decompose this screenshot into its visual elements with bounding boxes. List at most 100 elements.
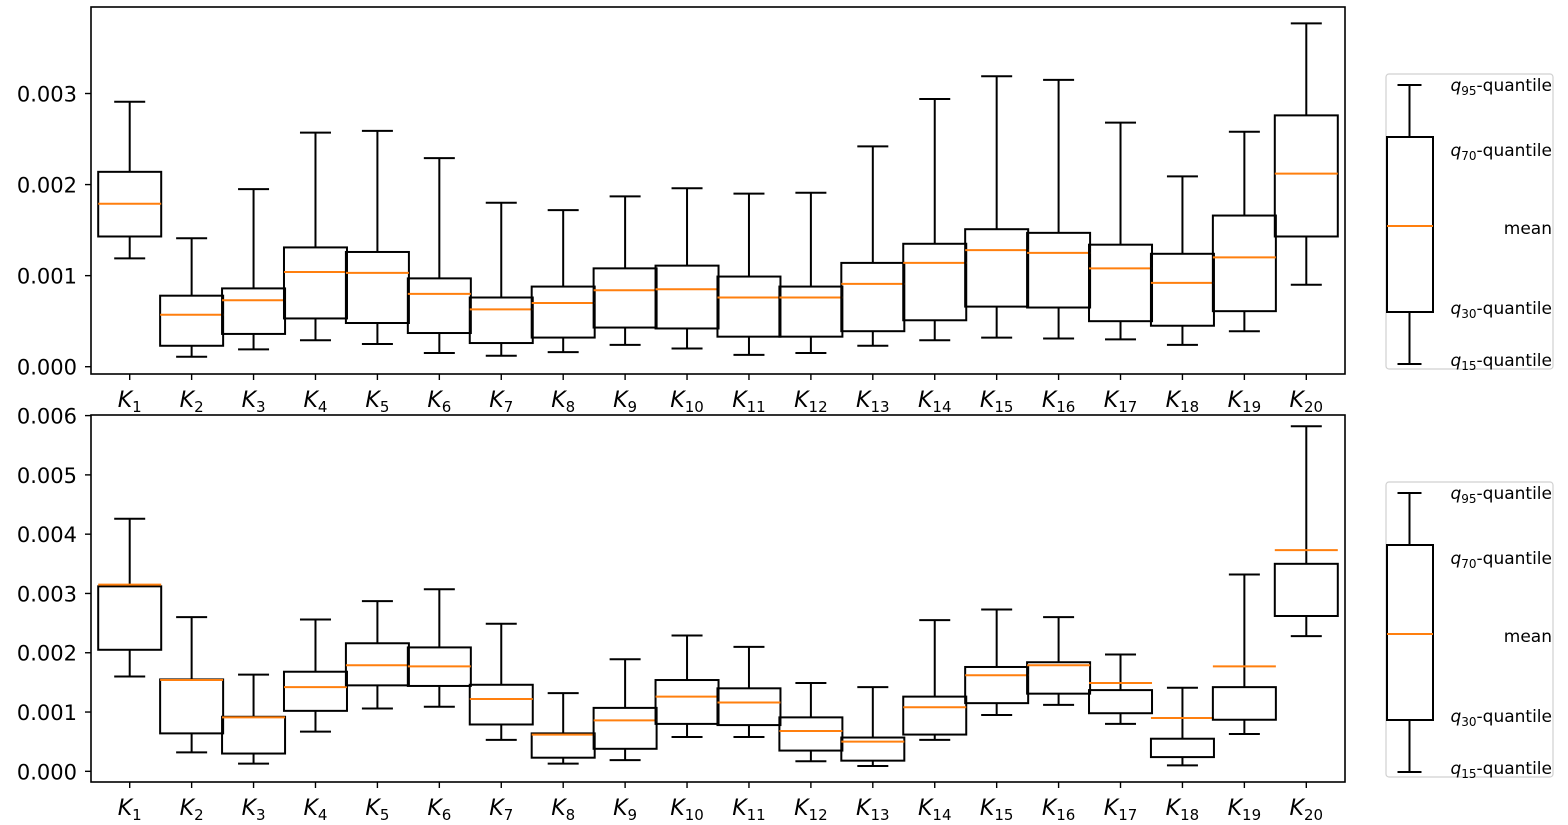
x-tick-label: K13	[856, 796, 890, 824]
box-K10	[654, 634, 720, 738]
box-K20	[1273, 22, 1339, 286]
box-K2	[159, 237, 225, 358]
x-tick-label: K6	[427, 388, 451, 416]
box-K7	[468, 201, 534, 357]
box-K14	[902, 97, 968, 342]
y-tick-label: 0.000	[17, 356, 77, 380]
x-tick-label: K2	[180, 388, 204, 416]
y-tick-label: 0.003	[17, 83, 77, 107]
x-tick-label: K12	[794, 796, 828, 824]
box-rect	[654, 679, 720, 725]
legend-label-q15: q15-quantile	[1450, 759, 1552, 781]
box-K1	[97, 100, 163, 260]
x-tick-label: K8	[551, 796, 575, 824]
legend-label-q95: q95-quantile	[1450, 484, 1552, 506]
box-rect	[654, 264, 720, 330]
x-tick-label: K7	[489, 388, 513, 416]
box-K12	[778, 191, 844, 355]
box-rect	[344, 250, 410, 325]
box-rect	[716, 275, 782, 338]
box-rect	[1149, 252, 1215, 327]
legend-label-mean: mean	[1504, 219, 1552, 239]
box-K6	[406, 157, 472, 355]
box-rect	[840, 261, 906, 333]
y-tick-label: 0.001	[17, 265, 77, 289]
legend-label-q30: q30-quantile	[1450, 707, 1552, 729]
legend-box	[1386, 136, 1434, 313]
box-rect	[221, 715, 287, 755]
y-tick-label: 0.006	[17, 405, 77, 429]
box-K15	[964, 608, 1030, 717]
x-tick-label: K17	[1104, 388, 1138, 416]
legend-top: q95-quantile q70-quantile q30-quantile q15-…	[1385, 73, 1554, 373]
box-K9	[592, 195, 658, 346]
legend-bottom: q95-quantile q70-quantile q30-quantile q15-…	[1385, 481, 1554, 781]
box-rect	[1211, 214, 1277, 313]
box-rect	[282, 670, 348, 712]
box-K17	[1088, 121, 1154, 341]
chart-bottom: 0.000 0.001 0.002 0.003 0.004 0.005 0.006 K1 K2 K…	[17, 405, 1346, 824]
box-rect	[592, 706, 658, 750]
x-tick-label: K20	[1290, 796, 1324, 824]
x-tick-label: K18	[1166, 388, 1200, 416]
y-tick-label: 0.000	[17, 760, 77, 784]
x-tick-label: K5	[365, 388, 389, 416]
box-K20	[1273, 425, 1339, 638]
box-rect	[1088, 243, 1154, 323]
box-rect	[1088, 689, 1154, 715]
x-tick-label: K17	[1104, 796, 1138, 824]
box-K13	[840, 145, 906, 347]
legend-label-mean: mean	[1504, 627, 1552, 647]
box-rect	[592, 267, 658, 329]
box-rect	[1211, 686, 1277, 721]
box-K5	[344, 129, 410, 345]
x-tick-label: K4	[303, 388, 327, 416]
legend-label-q95: q95-quantile	[1450, 76, 1552, 98]
box-K11	[716, 192, 782, 356]
x-tick-label: K3	[242, 796, 266, 824]
box-K8	[530, 209, 596, 354]
x-tick-label: K5	[365, 796, 389, 824]
box-K1	[97, 517, 163, 678]
box-K6	[406, 588, 472, 708]
box-rect	[716, 687, 782, 727]
y-tick-label: 0.001	[17, 701, 77, 725]
x-tick-label: K8	[551, 388, 575, 416]
x-tick-label: K19	[1228, 388, 1262, 416]
box-K17	[1088, 653, 1154, 725]
chart-top: 0.000 0.001 0.002 0.003 K1 K2 K3 K4 K5 K6 K7 K8 K9 K1…	[17, 6, 1346, 416]
box-rect	[1273, 114, 1339, 238]
box-K3	[221, 673, 287, 765]
box-K14	[902, 619, 968, 741]
box-K11	[716, 645, 782, 738]
box-K19	[1211, 573, 1277, 735]
box-K4	[282, 131, 348, 342]
y-tick-label: 0.002	[17, 642, 77, 666]
x-tick-label: K13	[856, 388, 890, 416]
box-rect	[159, 294, 225, 347]
x-tick-label: K2	[180, 796, 204, 824]
x-tick-label: K1	[118, 388, 142, 416]
legend-label-q30: q30-quantile	[1450, 299, 1552, 321]
box-rect	[1149, 737, 1215, 759]
y-tick-label: 0.005	[17, 464, 77, 488]
box-K16	[1026, 616, 1092, 706]
box-rect	[530, 285, 596, 339]
x-tick-label: K7	[489, 796, 513, 824]
x-tick-label: K4	[303, 796, 327, 824]
box-rect	[902, 242, 968, 322]
box-K9	[592, 658, 658, 762]
box-rect	[840, 736, 906, 762]
box-rect	[964, 665, 1030, 705]
y-tick-label: 0.002	[17, 174, 77, 198]
box-rect	[1026, 231, 1092, 309]
box-K5	[344, 600, 410, 710]
box-K2	[159, 616, 225, 754]
box-K18	[1149, 686, 1215, 767]
x-tick-label: K20	[1290, 388, 1324, 416]
box-rect	[406, 277, 472, 335]
x-tick-label: K16	[1042, 796, 1076, 824]
box-K16	[1026, 78, 1092, 340]
legend-label-q70: q70-quantile	[1450, 141, 1552, 163]
x-tick-label: K9	[613, 796, 637, 824]
